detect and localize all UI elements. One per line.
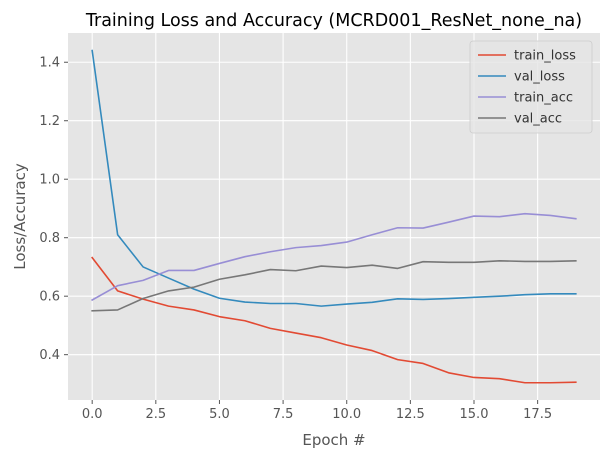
y-tick-label: 0.8 xyxy=(39,231,60,246)
y-tick-label: 0.6 xyxy=(39,290,60,305)
y-tick-label: 1.2 xyxy=(39,114,60,129)
y-tick-label: 0.4 xyxy=(39,348,60,363)
legend-label: train_acc xyxy=(514,91,573,106)
series-line-val-loss xyxy=(91,49,577,307)
x-tick-label: 10.0 xyxy=(332,407,361,422)
series-line-train-acc xyxy=(91,212,577,302)
legend-box xyxy=(469,40,593,134)
x-tick-label: 2.5 xyxy=(145,407,166,422)
y-axis-label: Loss/Accuracy xyxy=(11,163,29,270)
x-tick-label: 0.0 xyxy=(82,407,103,422)
legend: train_loss val_loss train_acc val_acc xyxy=(469,40,593,134)
y-tick-label: 1.0 xyxy=(39,173,60,188)
x-tick-label: 12.5 xyxy=(396,407,425,422)
legend-label: val_loss xyxy=(514,70,565,85)
series-line-val-acc xyxy=(91,259,577,312)
legend-label: train_loss xyxy=(514,49,576,64)
x-tick-label: 5.0 xyxy=(209,407,230,422)
series-line-train-loss xyxy=(91,256,577,384)
x-tick-label: 7.5 xyxy=(273,407,294,422)
x-tick-label: 15.0 xyxy=(460,407,489,422)
x-axis-label: Epoch # xyxy=(302,431,365,449)
chart-title: Training Loss and Accuracy (MCRD001_ResN… xyxy=(85,11,582,31)
legend-label: val_acc xyxy=(514,112,562,127)
y-tick-label: 1.4 xyxy=(39,56,60,71)
series-layer xyxy=(91,49,577,384)
x-axis-ticks: 0.0 2.5 5.0 7.5 10.0 12.5 15.0 17.5 xyxy=(82,400,552,422)
x-tick-label: 17.5 xyxy=(523,407,552,422)
y-axis-ticks: 0.4 0.6 0.8 1.0 1.2 1.4 xyxy=(39,56,68,363)
